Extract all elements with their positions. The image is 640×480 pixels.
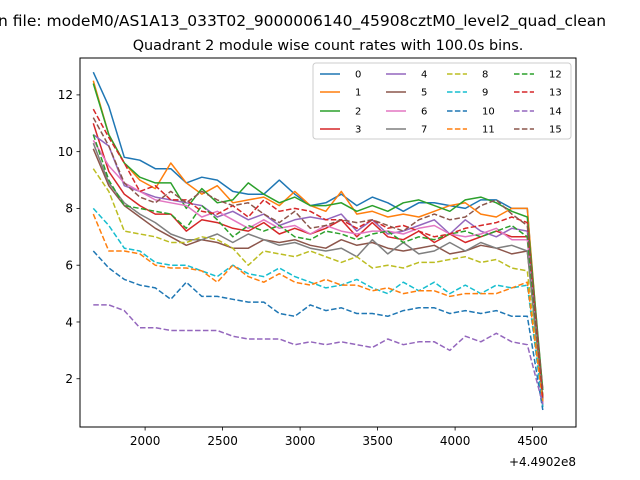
legend-label-4: 4: [421, 70, 427, 81]
y-tick-label: 4: [65, 315, 73, 329]
legend-label-13: 13: [549, 88, 562, 99]
y-tick-label: 2: [65, 372, 73, 386]
x-tick-label: 3500: [362, 434, 393, 448]
x-tick-label: 3000: [285, 434, 316, 448]
axes-frame: [79, 57, 577, 428]
series-11-line: [92, 213, 544, 402]
series-9-line: [92, 207, 544, 408]
x-tick-label: 4000: [440, 434, 471, 448]
x-tick-label: 2500: [207, 434, 238, 448]
legend-label-12: 12: [549, 70, 562, 81]
y-tick-label: 6: [65, 259, 73, 273]
x-axis-ticks: 2000 2500 3000 3500 4000 4500: [130, 427, 548, 448]
chart-title: Quadrant 2 module wise count rates with …: [133, 38, 524, 54]
legend-label-2: 2: [355, 107, 361, 118]
series-1-line: [92, 80, 544, 399]
legend-label-5: 5: [421, 88, 427, 99]
y-tick-label: 12: [58, 88, 73, 102]
legend-label-0: 0: [355, 70, 361, 81]
y-tick-label: 8: [65, 202, 73, 216]
legend-label-6: 6: [421, 107, 427, 118]
legend-label-10: 10: [482, 107, 495, 118]
legend-label-15: 15: [549, 125, 562, 136]
figure-suptitle: n file: modeM0/AS1A13_033T02_9000006140_…: [0, 12, 606, 31]
plot-lines: [92, 71, 544, 411]
legend-label-8: 8: [482, 70, 488, 81]
legend-label-9: 9: [482, 88, 488, 99]
legend-box: [312, 62, 572, 140]
series-7-line: [92, 142, 544, 402]
series-8-line: [92, 168, 544, 408]
legend-label-3: 3: [355, 125, 361, 136]
series-3-line: [92, 123, 544, 402]
x-axis-offset-label: +4.4902e8: [509, 455, 576, 469]
series-6-line: [92, 139, 544, 405]
series-5-line: [92, 148, 544, 399]
series-10-line: [92, 250, 544, 411]
y-tick-label: 10: [58, 145, 73, 159]
legend-label-1: 1: [355, 88, 361, 99]
series-14-line: [93, 304, 544, 405]
legend-label-7: 7: [421, 125, 427, 136]
y-axis-ticks: 2 4 6 8 10 12: [58, 88, 80, 386]
series-4-line: [92, 133, 544, 405]
x-tick-label: 4500: [517, 434, 548, 448]
series-15-line: [92, 117, 544, 391]
legend-label-11: 11: [482, 125, 495, 136]
series-12-line: [92, 134, 544, 396]
series-2-line: [92, 83, 544, 391]
series-13-line: [92, 108, 544, 399]
x-tick-label: 2000: [130, 434, 161, 448]
legend-label-14: 14: [549, 107, 562, 118]
